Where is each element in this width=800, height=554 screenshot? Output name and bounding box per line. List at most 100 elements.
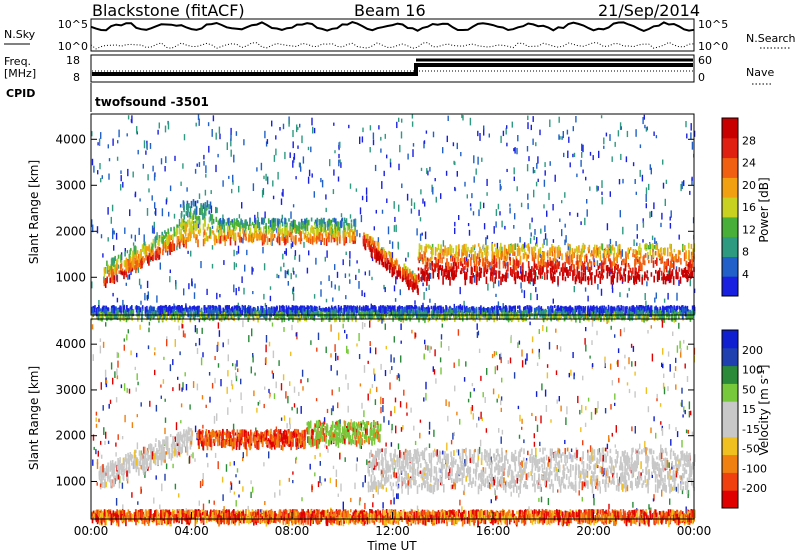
echo-mark: [631, 270, 633, 278]
echo-mark: [402, 311, 404, 321]
echo-mark: [424, 264, 427, 271]
echo-mark: [357, 307, 359, 311]
echo-mark: [114, 267, 117, 276]
echo-mark: [652, 251, 655, 258]
noise-mark: [645, 300, 647, 306]
noise-mark: [113, 245, 115, 251]
echo-mark: [551, 305, 554, 313]
noise-mark: [615, 241, 617, 247]
noise-mark: [111, 204, 114, 212]
echo-mark: [505, 273, 507, 277]
echo-mark: [391, 310, 394, 316]
echo-mark: [572, 276, 574, 281]
echo-mark: [474, 244, 476, 248]
noise-mark: [411, 114, 414, 119]
noise-mark: [232, 174, 234, 183]
noise-mark: [129, 209, 131, 217]
echo-mark: [196, 200, 199, 204]
noise-mark: [586, 199, 588, 204]
echo-mark: [178, 241, 181, 248]
echo-mark: [371, 249, 373, 258]
echo-mark: [127, 259, 130, 266]
echo-mark: [678, 267, 681, 272]
noise-mark: [175, 280, 177, 285]
noise-mark: [568, 136, 570, 143]
noise-mark: [252, 291, 254, 295]
echo-mark: [148, 244, 150, 253]
echo-mark: [592, 254, 595, 260]
echo-mark: [633, 275, 635, 284]
echo-mark: [159, 247, 162, 254]
noise-mark: [432, 186, 434, 195]
echo-mark: [191, 216, 194, 225]
echo-mark: [554, 258, 557, 264]
echo-mark: [352, 234, 355, 241]
noise-mark: [281, 214, 283, 220]
echo-mark: [661, 276, 663, 281]
noise-mark: [102, 253, 104, 258]
echo-mark: [413, 278, 416, 283]
echo-mark: [365, 305, 368, 311]
noise-mark: [237, 245, 240, 254]
echo-mark: [230, 229, 233, 235]
echo-mark: [546, 312, 548, 321]
noise-mark: [122, 181, 124, 188]
echo-mark: [374, 250, 376, 260]
echo-mark: [328, 220, 331, 225]
echo-mark: [408, 280, 410, 289]
echo-mark: [281, 236, 283, 241]
noise-mark: [483, 202, 485, 209]
echo-mark: [533, 246, 535, 250]
echo-mark: [609, 244, 612, 254]
echo-mark: [116, 262, 118, 268]
echo-mark: [102, 313, 104, 320]
noise-mark: [569, 162, 571, 168]
echo-mark: [554, 252, 556, 262]
echo-mark: [273, 227, 275, 231]
echo-mark: [475, 264, 477, 274]
echo-mark: [118, 270, 120, 274]
echo-mark: [144, 306, 147, 314]
noise-mark: [396, 121, 398, 129]
echo-mark: [285, 238, 287, 245]
noise-mark: [483, 125, 485, 130]
echo-mark: [335, 218, 337, 228]
echo-mark: [343, 313, 345, 322]
echo-mark: [421, 312, 423, 317]
noise-mark: [276, 273, 278, 278]
noise-mark: [680, 184, 682, 192]
echo-mark: [617, 307, 619, 312]
echo-mark: [464, 257, 466, 262]
echo-mark: [418, 252, 420, 258]
noise-mark: [356, 229, 358, 237]
echo-mark: [567, 243, 569, 247]
echo-mark: [91, 313, 93, 321]
noise-mark: [488, 133, 490, 138]
echo-mark: [343, 217, 346, 222]
echo-mark: [150, 306, 152, 313]
echo-mark: [437, 252, 440, 262]
echo-mark: [435, 306, 437, 316]
noise-mark: [216, 292, 218, 300]
noise-mark: [645, 187, 648, 195]
echo-mark: [236, 222, 239, 227]
nsearch-label: N.Search: [746, 32, 796, 45]
noise-mark: [112, 231, 114, 240]
echo-mark: [595, 249, 597, 258]
echo-mark: [182, 225, 185, 230]
echo-mark: [147, 256, 149, 264]
echo-mark: [276, 237, 278, 243]
noise-mark: [495, 209, 498, 216]
echo-mark: [688, 242, 690, 249]
echo-mark: [625, 307, 627, 312]
echo-mark: [494, 263, 496, 268]
echo-mark: [209, 226, 211, 236]
echo-mark: [585, 314, 588, 318]
echo-mark: [682, 245, 685, 249]
echo-mark: [412, 284, 414, 293]
noise-mark: [389, 162, 392, 168]
noise-mark: [534, 170, 536, 174]
noise-mark: [311, 173, 313, 178]
noise-mark: [520, 202, 523, 208]
noise-mark: [153, 174, 156, 181]
